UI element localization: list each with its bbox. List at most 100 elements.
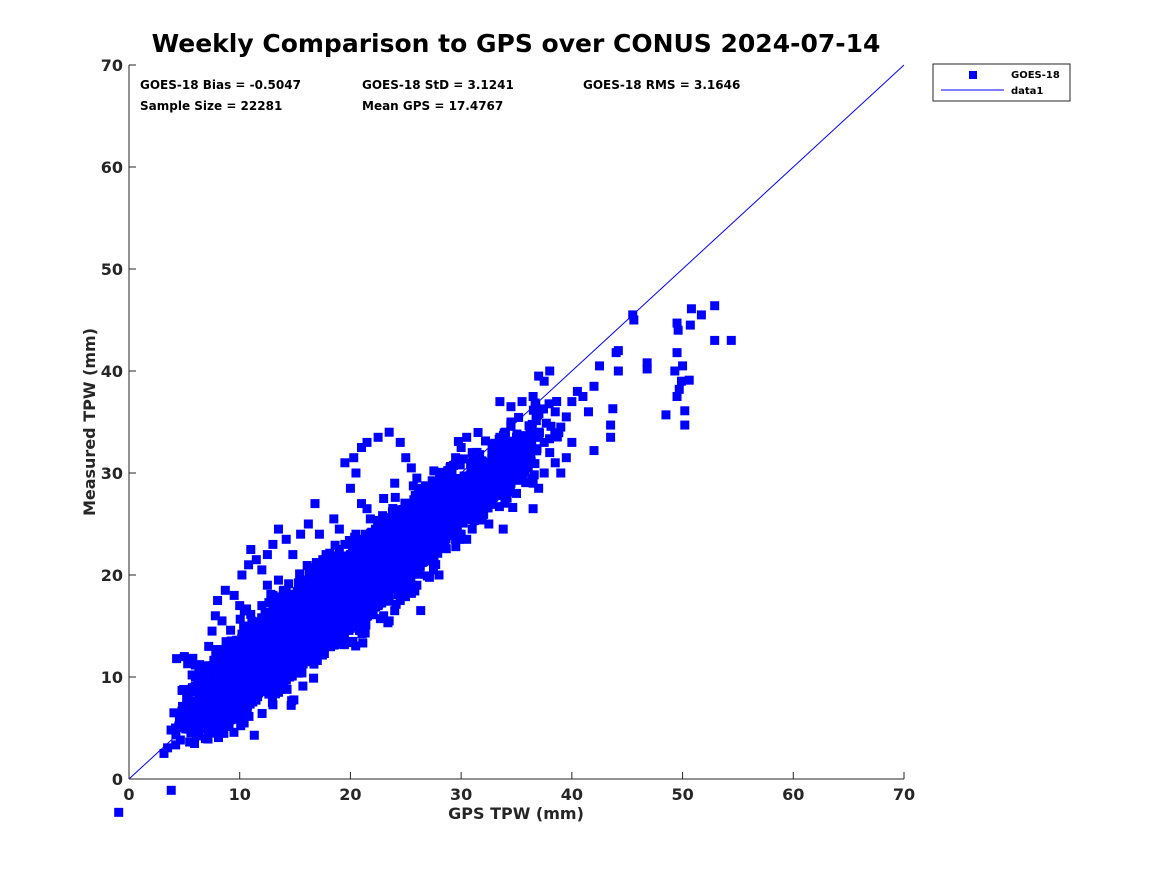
data-point <box>561 412 571 422</box>
data-point-cloud <box>416 606 426 616</box>
data-point-cloud <box>310 628 320 638</box>
data-point <box>556 468 566 478</box>
data-point <box>172 654 182 664</box>
data-point <box>686 304 696 314</box>
data-point <box>685 320 695 330</box>
data-point <box>629 315 639 325</box>
data-point <box>678 361 688 371</box>
series-goes-18 <box>114 301 736 817</box>
data-point <box>456 443 466 452</box>
data-point-cloud <box>284 579 294 589</box>
data-point <box>642 364 652 374</box>
data-point-cloud <box>176 721 186 731</box>
data-point <box>462 534 472 544</box>
data-point-cloud <box>298 681 308 691</box>
data-point-cloud <box>357 571 367 581</box>
data-point-cloud <box>339 640 349 650</box>
data-point <box>373 432 383 442</box>
data-point-cloud <box>303 637 313 647</box>
data-point <box>434 570 444 580</box>
data-point-cloud <box>324 635 334 645</box>
data-point <box>606 420 616 430</box>
data-point <box>395 437 405 447</box>
data-point-cloud <box>344 535 354 545</box>
data-point-cloud <box>309 673 319 683</box>
data-point-cloud <box>303 650 313 660</box>
data-point-cloud <box>353 539 363 549</box>
data-point <box>379 494 389 503</box>
data-point-cloud <box>293 622 303 632</box>
data-point-cloud <box>329 561 339 571</box>
data-point-cloud <box>338 632 348 642</box>
data-point-cloud <box>278 599 288 609</box>
data-point-cloud <box>247 621 257 631</box>
data-point-cloud <box>330 540 340 550</box>
data-point-cloud <box>304 567 314 577</box>
data-point <box>710 335 720 345</box>
data-point-cloud <box>264 689 274 699</box>
data-point-cloud <box>286 652 296 662</box>
data-point <box>710 301 720 311</box>
data-point-cloud <box>297 668 307 678</box>
data-point-cloud <box>370 524 380 534</box>
data-point <box>349 453 359 463</box>
data-point-cloud <box>312 655 322 665</box>
data-point-cloud <box>171 740 181 750</box>
data-point-cloud <box>325 548 335 558</box>
data-point-cloud <box>293 643 303 653</box>
data-point <box>672 348 682 358</box>
data-point-cloud <box>312 647 322 657</box>
data-point <box>676 376 686 386</box>
data-point <box>672 392 682 401</box>
data-point <box>288 550 298 560</box>
data-point <box>251 555 261 565</box>
data-point <box>572 386 582 396</box>
data-point <box>207 626 217 636</box>
data-point-cloud <box>331 638 341 648</box>
data-point <box>589 381 599 391</box>
data-point-cloud <box>354 612 364 622</box>
data-point-cloud <box>328 572 338 582</box>
data-point-cloud <box>190 660 200 670</box>
data-point-cloud <box>316 635 326 645</box>
data-point-cloud <box>298 595 308 605</box>
data-point-cloud <box>289 601 299 611</box>
data-point <box>696 310 706 320</box>
data-point <box>495 397 505 407</box>
data-point-cloud <box>286 667 296 677</box>
data-point <box>362 437 372 447</box>
data-point <box>281 534 291 544</box>
data-point <box>183 659 193 669</box>
data-point <box>390 478 400 488</box>
data-point-cloud <box>307 644 317 654</box>
data-point-cloud <box>261 630 271 640</box>
data-point-cloud <box>332 551 342 561</box>
data-point <box>467 524 477 534</box>
data-point-cloud <box>282 684 292 694</box>
data-point-cloud <box>278 679 288 689</box>
data-point <box>213 596 223 605</box>
data-point-cloud <box>358 638 368 648</box>
data-point <box>362 504 372 514</box>
data-point <box>351 468 361 478</box>
data-point-cloud <box>314 585 324 595</box>
data-point-cloud <box>345 580 355 590</box>
data-point <box>613 346 623 356</box>
data-point <box>303 519 313 529</box>
data-point <box>550 407 560 417</box>
data-point-cloud <box>171 730 181 740</box>
data-point-cloud <box>362 568 372 578</box>
data-point-cloud <box>295 590 305 600</box>
data-point <box>539 376 549 386</box>
data-point-cloud <box>280 616 290 626</box>
data-point <box>567 397 577 407</box>
data-point <box>412 580 422 590</box>
data-point-cloud <box>473 427 483 437</box>
data-point <box>550 458 560 468</box>
data-point-cloud <box>305 594 315 604</box>
data-point <box>556 422 566 432</box>
data-point-cloud <box>406 573 416 583</box>
data-point-cloud <box>341 622 351 632</box>
data-point <box>334 524 344 534</box>
